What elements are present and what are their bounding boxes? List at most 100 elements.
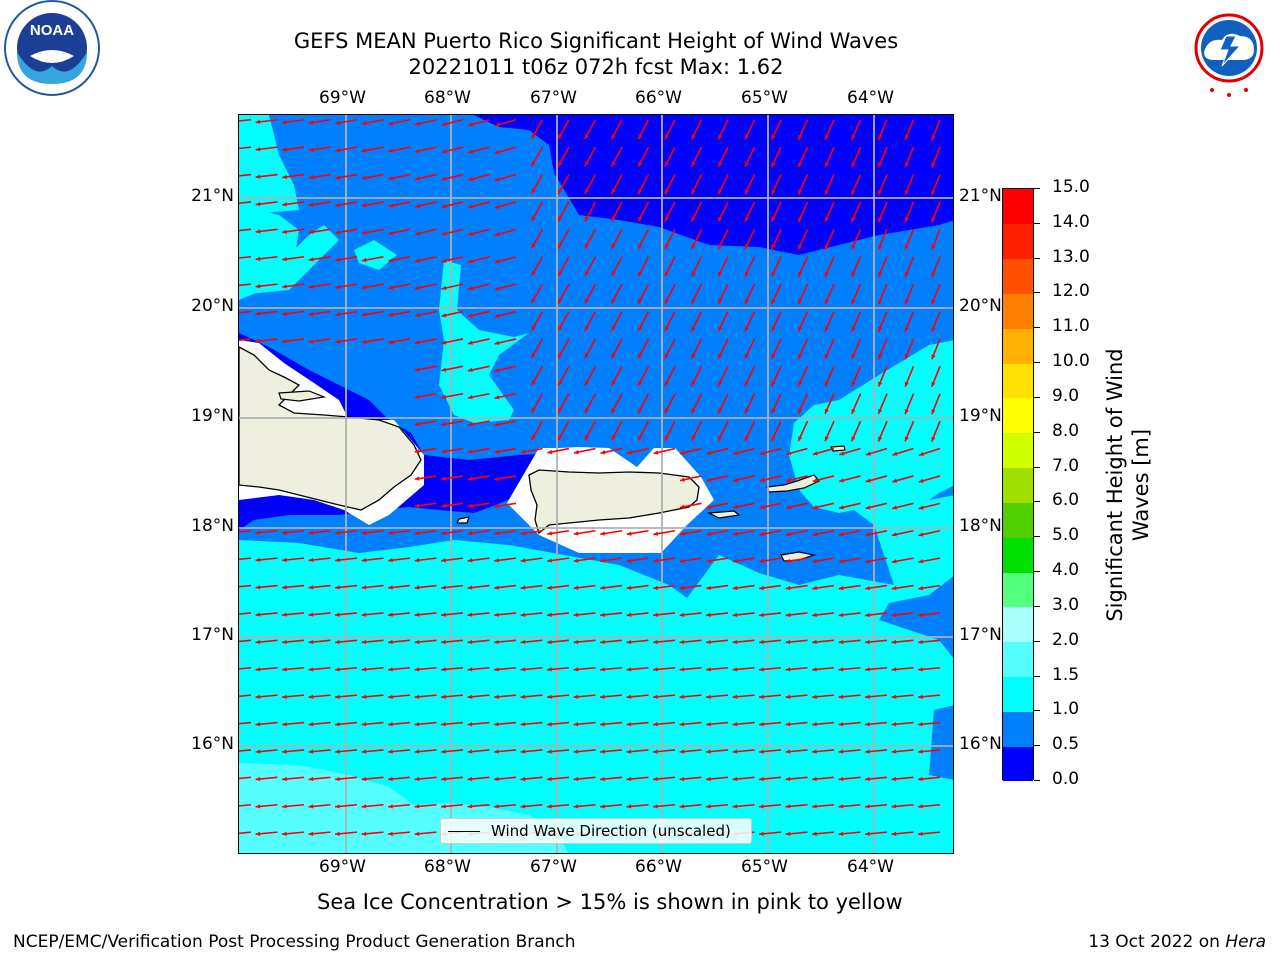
wave-direction-arrowhead (335, 530, 340, 535)
wave-direction-arrowhead (388, 639, 393, 645)
colorbar-tick (1034, 257, 1040, 259)
wave-direction-arrowhead (282, 831, 287, 836)
wave-direction-arrowhead (626, 722, 632, 727)
wave-direction-arrowhead (679, 667, 685, 672)
wave-direction-arrowhead (335, 257, 341, 262)
wave-direction-arrowhead (812, 722, 817, 727)
wave-direction-arrowhead (547, 694, 552, 699)
wave-direction-arrowhead (718, 435, 723, 441)
wave-direction-arrowhead (679, 694, 685, 699)
wave-direction-arrowhead (361, 749, 367, 754)
lon-tick-label-bottom: 66°W (635, 857, 682, 877)
wave-direction-arrowhead (785, 558, 791, 564)
wave-direction-arrowhead (812, 505, 818, 510)
wave-direction-arrowhead (865, 831, 870, 836)
wave-direction-arrowhead (388, 530, 393, 536)
wave-direction-arrowhead (798, 353, 803, 359)
wave-direction-arrowhead (361, 530, 367, 535)
wave-direction-arrowhead (812, 776, 817, 782)
lon-tick-label-bottom: 65°W (741, 857, 788, 877)
wave-direction-arrowhead (878, 189, 883, 195)
wave-direction-arrowhead (335, 230, 341, 235)
colorbar-tick (1034, 396, 1040, 398)
wave-band-0.5-1.0-east3 (929, 705, 953, 780)
chart-subtitle: 20221011 t06z 072h fcst Max: 1.62 (408, 55, 784, 79)
wave-direction-arrowhead (414, 694, 420, 699)
wave-direction-arrowhead (441, 558, 446, 563)
wave-direction-arrowhead (904, 436, 909, 442)
wave-direction-arrowhead (824, 381, 829, 387)
wave-direction-arrowhead (441, 804, 446, 809)
wave-direction-arrowhead (653, 531, 659, 536)
lat-tick-label-right: 21°N (959, 186, 1002, 206)
wave-direction-arrowhead (255, 612, 261, 617)
wave-direction-arrow (239, 228, 252, 232)
wave-direction-arrowhead (531, 380, 536, 386)
wave-direction-arrow (239, 283, 252, 287)
wave-direction-arrowhead (891, 532, 897, 537)
wave-direction-arrowhead (414, 421, 420, 427)
wave-direction-arrowhead (611, 216, 616, 222)
wave-direction-arrowhead (308, 557, 314, 563)
map-panel (238, 114, 954, 854)
wave-direction-arrowhead (918, 749, 923, 754)
wave-direction-arrowhead (824, 299, 829, 305)
wave-direction-arrowhead (282, 338, 287, 344)
wave-direction-arrowhead (441, 176, 447, 181)
wave-direction-arrowhead (441, 367, 447, 372)
wave-direction-arrowhead (744, 408, 749, 414)
wave-direction-arrowhead (771, 244, 776, 250)
wave-direction-arrowhead (584, 271, 589, 277)
wave-direction-arrowhead (335, 667, 340, 672)
wave-direction-arrowhead (282, 749, 287, 754)
wave-direction-arrowhead (282, 557, 287, 563)
wave-direction-arrowhead (771, 381, 776, 387)
wave-direction-arrowhead (851, 189, 856, 195)
colorbar-tick-label: 10.0 (1052, 351, 1090, 372)
wave-direction-arrow (239, 803, 252, 807)
wave-direction-arrowhead (931, 162, 936, 168)
lon-tick-label-bottom: 68°W (424, 857, 471, 877)
wave-direction-arrowhead (786, 504, 791, 510)
colorbar-tick (1034, 710, 1040, 712)
wave-band-0.5-1.0-east2 (929, 486, 953, 500)
colorbar-segment (1003, 293, 1033, 329)
wave-band-pocket-center (439, 260, 529, 423)
wave-direction-arrowhead (441, 612, 446, 617)
wave-direction-arrowhead (573, 639, 579, 645)
wave-direction-arrowhead (626, 667, 632, 672)
wave-direction-arrow (239, 666, 252, 670)
wave-direction-arrowhead (824, 134, 829, 140)
wave-direction-arrowhead (573, 585, 579, 590)
wave-direction-arrowhead (931, 381, 936, 387)
wave-direction-arrowhead (255, 557, 261, 563)
wave-direction-arrowhead (282, 256, 287, 262)
colorbar-segment (1003, 397, 1033, 434)
wave-direction-arrowhead (335, 749, 340, 754)
wave-direction-arrowhead (759, 558, 765, 564)
wave-direction-arrowhead (558, 133, 563, 139)
wave-direction-arrowhead (865, 804, 870, 809)
wave-direction-arrowhead (718, 326, 723, 332)
wave-direction-arrowhead (547, 558, 552, 563)
wave-direction-arrowhead (706, 694, 711, 699)
wave-direction-arrowhead (547, 612, 552, 617)
wave-direction-arrowhead (904, 354, 909, 360)
wave-direction-arrowhead (282, 311, 287, 316)
wave-direction-arrowhead (664, 353, 669, 359)
wave-direction-arrowhead (679, 612, 685, 618)
wave-direction-arrowhead (718, 298, 723, 304)
wave-direction-arrowhead (494, 340, 500, 346)
wave-direction-arrowhead (467, 612, 473, 617)
wave-direction-arrowhead (627, 450, 632, 455)
wave-direction-arrowhead (891, 722, 897, 727)
wave-direction-arrowhead (467, 558, 473, 563)
wave-direction-arrowhead (931, 272, 936, 278)
wave-direction-arrowhead (414, 749, 420, 754)
wave-direction-arrowhead (771, 134, 776, 140)
lat-tick-label-left: 19°N (191, 406, 234, 426)
wave-direction-arrow (239, 338, 252, 341)
wave-direction-arrowhead (865, 667, 870, 672)
wave-direction-arrowhead (361, 557, 367, 563)
lat-tick-label-left: 18°N (191, 516, 234, 536)
